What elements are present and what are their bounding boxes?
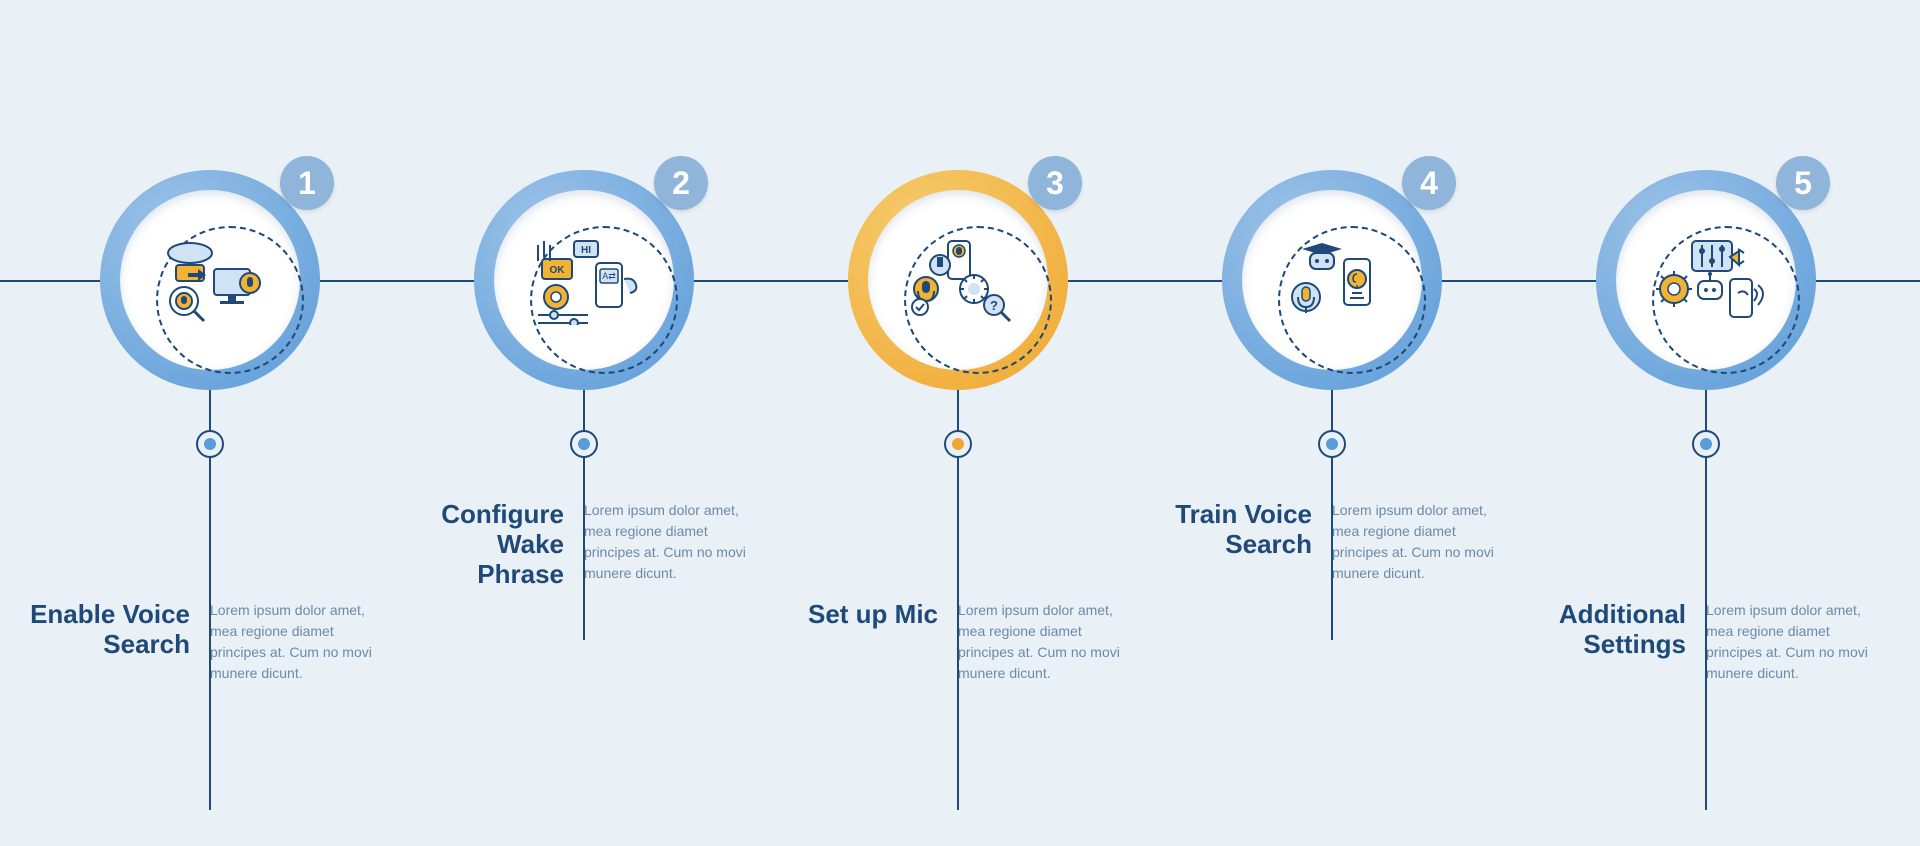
- step-text: Train Voice Search Lorem ipsum dolor ame…: [1152, 500, 1512, 584]
- step-medallion: HI OK A⇄ 2: [474, 170, 694, 390]
- step-icon: ?: [898, 235, 1018, 325]
- connector-dot-fill: [204, 438, 216, 450]
- step-body: Lorem ipsum dolor amet, mea regione diam…: [210, 600, 390, 684]
- step-title: Train Voice Search: [1152, 500, 1332, 560]
- step-text: Additional Settings Lorem ipsum dolor am…: [1526, 600, 1886, 684]
- step-text: Enable Voice Search Lorem ipsum dolor am…: [30, 600, 390, 684]
- step-title: Enable Voice Search: [30, 600, 210, 660]
- step-icon: [1646, 235, 1766, 325]
- step-medallion: 4: [1222, 170, 1442, 390]
- svg-text:OK: OK: [550, 265, 566, 276]
- connector-dot: [1318, 430, 1346, 458]
- connector-dot: [196, 430, 224, 458]
- step-medallion: 1: [100, 170, 320, 390]
- inner-disc: ?: [868, 190, 1048, 370]
- svg-text:A⇄: A⇄: [602, 271, 616, 281]
- step-number-badge: 3: [1028, 156, 1082, 210]
- connector-dot: [944, 430, 972, 458]
- svg-text:HI: HI: [581, 245, 591, 256]
- inner-disc: [120, 190, 300, 370]
- step-medallion: 5: [1596, 170, 1816, 390]
- step-title: Configure Wake Phrase: [404, 500, 584, 590]
- connector-dot-fill: [1700, 438, 1712, 450]
- step-title: Set up Mic: [778, 600, 958, 630]
- step-number-badge: 1: [280, 156, 334, 210]
- inner-disc: [1616, 190, 1796, 370]
- inner-disc: HI OK A⇄: [494, 190, 674, 370]
- connector-dot-fill: [1326, 438, 1338, 450]
- step-icon: [1272, 235, 1392, 325]
- step-number-badge: 5: [1776, 156, 1830, 210]
- inner-disc: [1242, 190, 1422, 370]
- step-number-badge: 4: [1402, 156, 1456, 210]
- connector-dot: [570, 430, 598, 458]
- step-medallion: ? 3: [848, 170, 1068, 390]
- svg-text:?: ?: [990, 298, 998, 313]
- step-body: Lorem ipsum dolor amet, mea regione diam…: [1706, 600, 1886, 684]
- step-text: Configure Wake Phrase Lorem ipsum dolor …: [404, 500, 764, 590]
- connector-dot-fill: [952, 438, 964, 450]
- connector-dot: [1692, 430, 1720, 458]
- connector-dot-fill: [578, 438, 590, 450]
- step-icon: HI OK A⇄: [524, 235, 644, 325]
- infographic-canvas: 1 Enable Voice Search Lorem ipsum dolor …: [0, 0, 1920, 846]
- step-text: Set up Mic Lorem ipsum dolor amet, mea r…: [778, 600, 1138, 684]
- step-number-badge: 2: [654, 156, 708, 210]
- step-body: Lorem ipsum dolor amet, mea regione diam…: [1332, 500, 1512, 584]
- step-icon: [150, 235, 270, 325]
- step-title: Additional Settings: [1526, 600, 1706, 660]
- step-body: Lorem ipsum dolor amet, mea regione diam…: [958, 600, 1138, 684]
- step-body: Lorem ipsum dolor amet, mea regione diam…: [584, 500, 764, 584]
